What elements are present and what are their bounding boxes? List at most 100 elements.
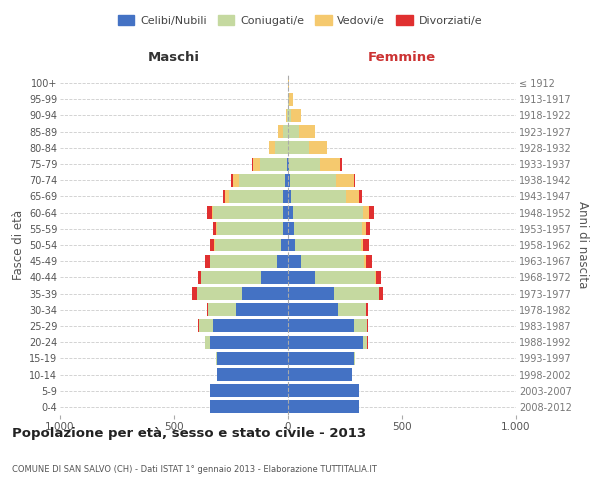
Bar: [374, 271, 376, 284]
Bar: [198, 271, 202, 284]
Bar: [213, 222, 216, 235]
Text: Femmine: Femmine: [368, 50, 436, 64]
Bar: [288, 400, 359, 413]
Bar: [287, 158, 288, 170]
Bar: [260, 271, 288, 284]
Bar: [359, 190, 362, 203]
Bar: [299, 125, 316, 138]
Bar: [340, 158, 341, 170]
Bar: [213, 320, 288, 332]
Bar: [363, 238, 369, 252]
Bar: [278, 125, 283, 138]
Bar: [207, 206, 212, 219]
Bar: [288, 174, 290, 186]
Text: COMUNE DI SAN SALVO (CH) - Dati ISTAT 1° gennaio 2013 - Elaborazione TUTTITALIA.: COMUNE DI SAN SALVO (CH) - Dati ISTAT 1°…: [12, 465, 377, 474]
Bar: [288, 320, 354, 332]
Bar: [293, 206, 363, 219]
Bar: [354, 320, 367, 332]
Bar: [217, 368, 288, 381]
Bar: [292, 109, 301, 122]
Bar: [283, 222, 288, 235]
Bar: [226, 190, 229, 203]
Bar: [277, 254, 288, 268]
Bar: [363, 206, 369, 219]
Bar: [223, 190, 226, 203]
Bar: [288, 287, 334, 300]
Bar: [211, 384, 288, 397]
Bar: [288, 222, 294, 235]
Bar: [253, 158, 260, 170]
Bar: [275, 142, 288, 154]
Bar: [288, 271, 316, 284]
Bar: [365, 222, 370, 235]
Bar: [281, 238, 288, 252]
Y-axis label: Fasce di età: Fasce di età: [11, 210, 25, 280]
Bar: [288, 125, 299, 138]
Bar: [288, 142, 308, 154]
Bar: [217, 222, 283, 235]
Bar: [213, 206, 283, 219]
Bar: [292, 190, 346, 203]
Bar: [211, 400, 288, 413]
Bar: [205, 254, 211, 268]
Bar: [288, 109, 292, 122]
Bar: [216, 222, 217, 235]
Bar: [290, 174, 336, 186]
Bar: [231, 174, 233, 186]
Bar: [294, 222, 362, 235]
Bar: [367, 336, 368, 348]
Bar: [283, 190, 288, 203]
Bar: [288, 254, 301, 268]
Bar: [283, 206, 288, 219]
Bar: [364, 254, 365, 268]
Bar: [289, 158, 320, 170]
Bar: [192, 287, 197, 300]
Bar: [288, 190, 292, 203]
Bar: [365, 254, 373, 268]
Bar: [236, 304, 288, 316]
Bar: [198, 320, 199, 332]
Bar: [211, 238, 214, 252]
Bar: [229, 190, 283, 203]
Bar: [288, 368, 352, 381]
Bar: [239, 174, 284, 186]
Bar: [365, 304, 368, 316]
Text: Maschi: Maschi: [148, 50, 200, 64]
Bar: [269, 142, 275, 154]
Bar: [363, 336, 367, 348]
Bar: [214, 238, 215, 252]
Bar: [211, 254, 277, 268]
Bar: [208, 304, 236, 316]
Bar: [376, 271, 382, 284]
Bar: [199, 320, 213, 332]
Bar: [233, 174, 239, 186]
Legend: Celibi/Nubili, Coniugati/e, Vedovi/e, Divorziati/e: Celibi/Nubili, Coniugati/e, Vedovi/e, Di…: [113, 10, 487, 30]
Bar: [216, 352, 217, 365]
Bar: [207, 304, 208, 316]
Bar: [197, 287, 242, 300]
Bar: [346, 190, 359, 203]
Bar: [212, 206, 213, 219]
Bar: [289, 93, 293, 106]
Bar: [361, 238, 363, 252]
Bar: [205, 336, 211, 348]
Bar: [320, 158, 340, 170]
Text: Popolazione per età, sesso e stato civile - 2013: Popolazione per età, sesso e stato civil…: [12, 428, 366, 440]
Bar: [288, 352, 354, 365]
Bar: [251, 158, 253, 170]
Bar: [211, 336, 288, 348]
Bar: [288, 93, 289, 106]
Bar: [379, 287, 383, 300]
Bar: [283, 125, 288, 138]
Bar: [288, 336, 363, 348]
Bar: [215, 238, 281, 252]
Bar: [286, 109, 287, 122]
Bar: [336, 174, 354, 186]
Bar: [367, 320, 368, 332]
Bar: [287, 109, 288, 122]
Bar: [288, 238, 295, 252]
Bar: [288, 76, 289, 90]
Bar: [295, 238, 361, 252]
Bar: [217, 352, 288, 365]
Bar: [288, 304, 338, 316]
